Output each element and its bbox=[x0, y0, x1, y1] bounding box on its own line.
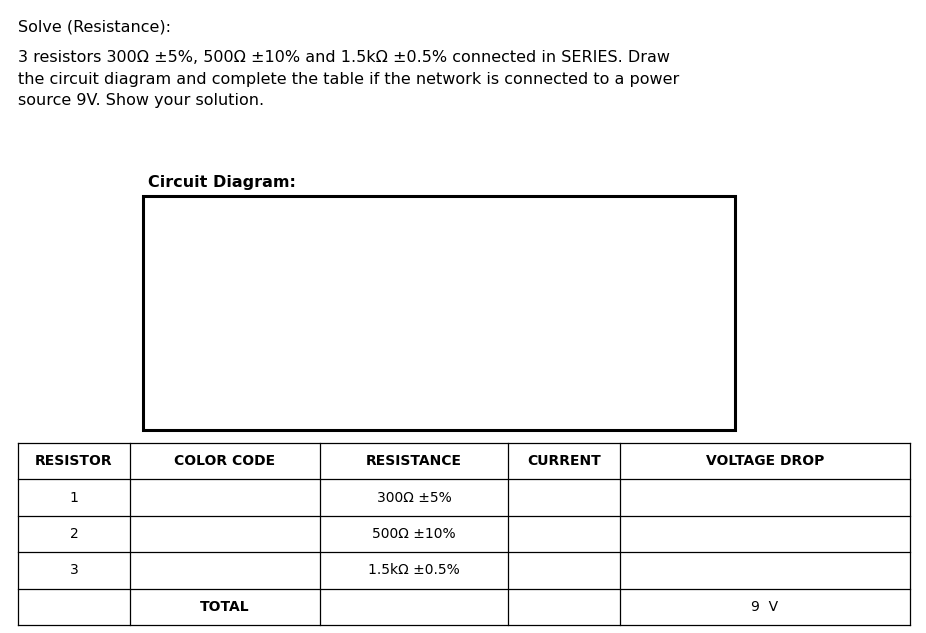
Text: 300Ω ±5%: 300Ω ±5% bbox=[377, 491, 451, 505]
Text: 1.5kΩ ±0.5%: 1.5kΩ ±0.5% bbox=[369, 563, 460, 577]
Text: 1: 1 bbox=[69, 491, 79, 505]
Text: 2: 2 bbox=[69, 527, 79, 541]
Bar bbox=[143, 196, 735, 430]
Text: COLOR CODE: COLOR CODE bbox=[174, 454, 276, 468]
Text: 9  V: 9 V bbox=[751, 600, 779, 614]
Text: Circuit Diagram:: Circuit Diagram: bbox=[148, 175, 296, 190]
Text: RESISTOR: RESISTOR bbox=[35, 454, 113, 468]
Text: 3 resistors 300Ω ±5%, 500Ω ±10% and 1.5kΩ ±0.5% connected in SERIES. Draw
the ci: 3 resistors 300Ω ±5%, 500Ω ±10% and 1.5k… bbox=[18, 50, 680, 108]
Text: TOTAL: TOTAL bbox=[200, 600, 250, 614]
Text: CURRENT: CURRENT bbox=[527, 454, 601, 468]
Text: Solve (Resistance):: Solve (Resistance): bbox=[18, 20, 171, 35]
Text: 500Ω ±10%: 500Ω ±10% bbox=[372, 527, 456, 541]
Text: VOLTAGE DROP: VOLTAGE DROP bbox=[706, 454, 824, 468]
Text: RESISTANCE: RESISTANCE bbox=[366, 454, 462, 468]
Text: 3: 3 bbox=[69, 563, 79, 577]
